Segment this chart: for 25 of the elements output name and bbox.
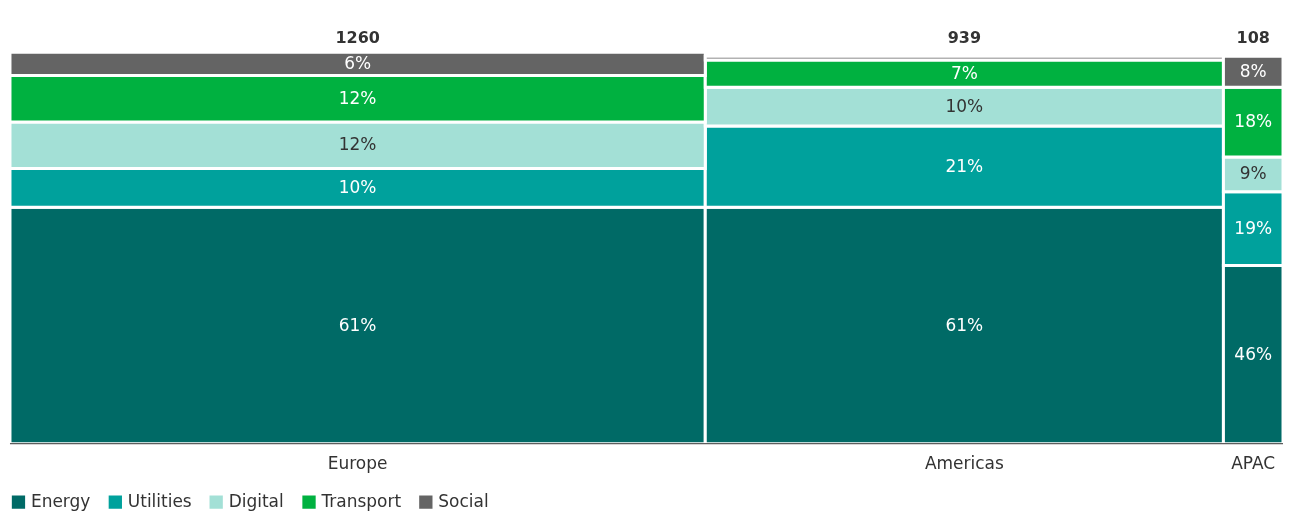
data-label: 10%	[338, 176, 377, 197]
text: 1260	[335, 28, 380, 48]
legend-label: Utilities	[127, 491, 192, 512]
data-label: 61%	[945, 314, 984, 335]
data-label: 6%	[344, 52, 372, 73]
data-label: 61%	[338, 314, 377, 335]
legend-label: Energy	[30, 491, 91, 512]
data-label: 8%	[1239, 60, 1267, 81]
data-label: 9%	[1239, 163, 1267, 184]
text: 108	[1236, 28, 1270, 48]
data-label: 18%	[1234, 111, 1273, 132]
data-label: 7%	[950, 62, 978, 83]
data-label: 21%	[945, 155, 984, 176]
data-label: 10%	[945, 95, 984, 116]
data-label: 46%	[1234, 343, 1273, 364]
x-tick-label: Americas	[924, 452, 1004, 473]
data-label: 12%	[338, 134, 377, 155]
text: 939	[947, 28, 982, 48]
x-tick-label: APAC	[1231, 452, 1276, 473]
data-label: 12%	[338, 87, 377, 108]
x-tick-label: Europe	[327, 452, 388, 473]
legend-label: Transport	[320, 491, 402, 512]
data-label: 19%	[1234, 217, 1273, 238]
legend-label: Social	[438, 491, 489, 512]
legend-label: Digital	[228, 491, 284, 512]
